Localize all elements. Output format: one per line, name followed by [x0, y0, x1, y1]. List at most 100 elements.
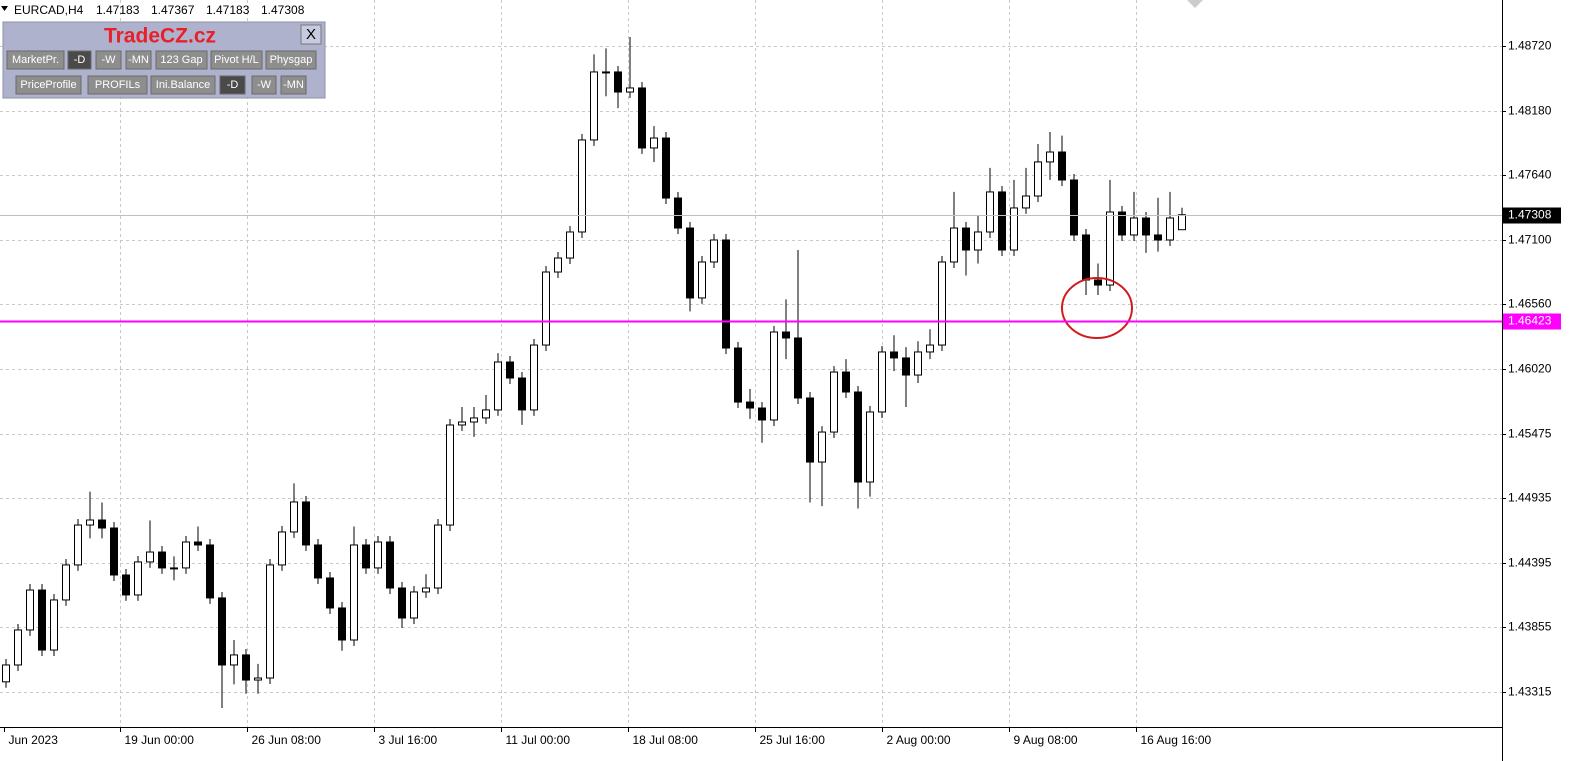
x-tick-label: 18 Jul 08:00	[633, 733, 699, 747]
candle-body	[170, 567, 178, 570]
panel-button[interactable]: -W	[251, 75, 277, 95]
candle-body	[1118, 211, 1126, 236]
button-label: -W	[257, 79, 272, 91]
panel-button[interactable]: PriceProfile	[15, 75, 82, 95]
candle-body	[242, 654, 250, 681]
candle-body	[578, 139, 586, 233]
button-label: Pivot H/L	[214, 54, 259, 66]
button-bg	[95, 50, 122, 70]
panel-button[interactable]: PROFILs	[87, 75, 148, 95]
candle-body	[710, 239, 718, 263]
panel-button[interactable]: Ini.Balance	[150, 75, 216, 95]
y-tick-label: 1.44395	[1508, 556, 1552, 570]
candle-body	[1022, 195, 1030, 209]
candle-body	[134, 561, 142, 596]
button-label: -D	[74, 54, 86, 66]
candle-body	[38, 589, 46, 651]
panel-button[interactable]: Pivot H/L	[210, 50, 263, 70]
candle-body	[14, 629, 22, 666]
candle-body	[626, 87, 634, 93]
brand: TradeCZ.cz	[104, 25, 216, 48]
y-tick-label: 1.48180	[1508, 104, 1552, 118]
y-tick-label: 1.44935	[1508, 491, 1552, 505]
candle-body	[446, 424, 454, 526]
grid	[0, 0, 1502, 727]
candle-body	[230, 654, 238, 666]
candle-body	[638, 87, 646, 149]
button-label: -MN	[128, 54, 149, 66]
candle-body	[842, 371, 850, 393]
candle-body	[818, 431, 826, 463]
panel-button[interactable]: -W	[95, 50, 122, 70]
candle-body	[26, 589, 34, 631]
candle-body	[602, 71, 610, 74]
price-label-bg	[1503, 207, 1561, 224]
y-tick-label: 1.47100	[1508, 233, 1552, 247]
candle-body	[674, 197, 682, 229]
candle-body	[1010, 207, 1018, 251]
candle-body	[722, 239, 730, 349]
candles	[2, 37, 1186, 708]
candle-body	[278, 531, 286, 566]
candle-body	[110, 527, 118, 576]
candle-body	[962, 227, 970, 251]
candle-body	[2, 664, 10, 683]
candle-body	[122, 574, 130, 596]
candle-body	[254, 677, 262, 681]
candle-body	[98, 519, 106, 529]
candle-body	[986, 191, 994, 233]
candle-body	[1178, 214, 1186, 231]
x-tick-label: 19 Jun 00:00	[125, 733, 195, 747]
candle-body	[746, 401, 754, 409]
candle-body	[218, 597, 226, 666]
y-tick-label: 1.43315	[1508, 685, 1552, 699]
candle-body	[470, 417, 478, 423]
candle-body	[458, 421, 466, 426]
candle-body	[86, 519, 94, 526]
button-label: Ini.Balance	[156, 79, 210, 91]
button-bg	[219, 75, 246, 95]
button-bg	[280, 75, 307, 95]
shift-marker	[1187, 0, 1203, 8]
panel-button[interactable]: MarketPr.	[6, 50, 65, 70]
x-tick-label: 9 Aug 08:00	[1014, 733, 1078, 747]
panel-button[interactable]: -D	[219, 75, 246, 95]
panel-button[interactable]: -MN	[280, 75, 307, 95]
button-bg	[150, 75, 216, 95]
candle-body	[662, 137, 670, 199]
candle-body	[362, 544, 370, 569]
candle-body	[902, 357, 910, 376]
candle-body	[998, 191, 1006, 251]
candle-body	[854, 391, 862, 483]
candle-body	[434, 524, 442, 589]
candle-body	[830, 371, 838, 433]
x-tick-label: 26 Jun 08:00	[252, 733, 322, 747]
panel-button[interactable]: -D	[67, 50, 92, 70]
menu-triangle	[1, 6, 8, 11]
candle-body	[386, 541, 394, 589]
close-button[interactable]	[300, 24, 322, 45]
ohlc-low: 1.47183	[206, 3, 250, 17]
panel-button[interactable]: 123 Gap	[155, 50, 208, 70]
button-label: -D	[227, 79, 239, 91]
level-label: 1.46423	[1508, 314, 1552, 328]
candle-body	[518, 377, 526, 411]
candle-body	[506, 361, 514, 379]
candle-body	[422, 587, 430, 593]
candle-body	[890, 351, 898, 359]
button-bg	[125, 50, 152, 70]
x-tick-label: 25 Jul 16:00	[760, 733, 826, 747]
candle-body	[530, 344, 538, 411]
candle-body	[938, 261, 946, 346]
panel-button[interactable]: -MN	[125, 50, 152, 70]
panel-button[interactable]: Physgap	[265, 50, 317, 70]
candle-body	[158, 551, 166, 569]
ohlc-high: 1.47367	[151, 3, 195, 17]
candle-body	[206, 544, 214, 599]
candle-body	[1154, 234, 1162, 241]
candle-body	[374, 541, 382, 569]
y-tick-label: 1.46020	[1508, 362, 1552, 376]
candle-body	[74, 524, 82, 566]
